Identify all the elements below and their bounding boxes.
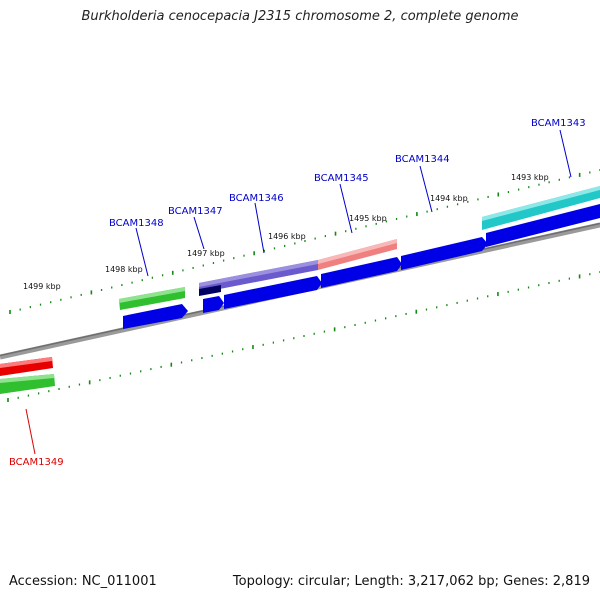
gene-highlight xyxy=(199,260,318,287)
gene-track xyxy=(0,186,600,394)
leader-bcam1344 xyxy=(419,165,433,213)
cds-arrow[interactable] xyxy=(486,204,600,247)
gene-label-bcam1348[interactable]: BCAM1348 xyxy=(109,218,164,229)
cds-arrow[interactable] xyxy=(401,237,488,270)
kbp-label-1497: 1497 kbp xyxy=(187,249,225,258)
gene-label-bcam1349[interactable]: BCAM1349 xyxy=(9,457,64,468)
gene-feature-bcam1347[interactable] xyxy=(199,285,221,296)
cds-arrow[interactable] xyxy=(123,304,188,329)
kbp-label-1495: 1495 kbp xyxy=(349,214,387,223)
gene-highlight xyxy=(0,374,54,383)
gene-highlight xyxy=(482,186,600,221)
gene-label-bcam1346[interactable]: BCAM1346 xyxy=(229,193,284,204)
gene-highlight xyxy=(0,357,52,368)
kbp-label-1498: 1498 kbp xyxy=(105,265,143,274)
leader-bcam1346 xyxy=(254,202,265,254)
kbp-labels: 1499 kbp 1498 kbp 1497 kbp 1496 kbp 1495… xyxy=(23,173,549,291)
leader-bcam1345 xyxy=(339,183,353,234)
gene-label-bcam1347[interactable]: BCAM1347 xyxy=(168,206,223,217)
leader-bcam1347 xyxy=(193,216,205,250)
leader-bcam1349 xyxy=(25,408,36,455)
map-title: Burkholderia cenocepacia J2315 chromosom… xyxy=(81,9,519,24)
kbp-label-1493: 1493 kbp xyxy=(511,173,549,182)
leader-bcam1343 xyxy=(559,129,572,178)
gene-label-bcam1344[interactable]: BCAM1344 xyxy=(395,154,450,165)
cds-arrow[interactable] xyxy=(203,296,224,313)
leader-bcam1348 xyxy=(135,227,149,277)
cds-arrow[interactable] xyxy=(224,276,322,309)
label-leaders xyxy=(25,129,572,455)
topology-text: Topology: circular; Length: 3,217,062 bp… xyxy=(232,574,590,589)
accession-text: Accession: NC_011001 xyxy=(9,574,157,589)
upper-tick-ruler xyxy=(9,169,600,314)
gene-highlight xyxy=(318,239,397,264)
kbp-label-1499: 1499 kbp xyxy=(23,282,61,291)
cds-arrow[interactable] xyxy=(321,257,402,288)
gene-labels: BCAM1343 BCAM1344 BCAM1345 BCAM1346 BCAM… xyxy=(9,118,586,468)
gene-highlight xyxy=(119,287,185,303)
kbp-label-1496: 1496 kbp xyxy=(268,232,306,241)
gene-label-bcam1343[interactable]: BCAM1343 xyxy=(531,118,586,129)
lower-tick-ruler xyxy=(7,271,600,402)
gene-label-bcam1345[interactable]: BCAM1345 xyxy=(314,173,369,184)
kbp-label-1494: 1494 kbp xyxy=(430,194,468,203)
cds-track xyxy=(123,204,600,329)
